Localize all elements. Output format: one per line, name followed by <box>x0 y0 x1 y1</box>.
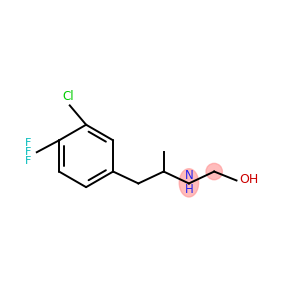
Ellipse shape <box>179 169 199 197</box>
Text: Cl: Cl <box>62 90 74 103</box>
Ellipse shape <box>206 164 222 180</box>
Text: OH: OH <box>239 173 259 186</box>
Text: F: F <box>25 147 32 157</box>
Text: F: F <box>25 138 32 148</box>
Text: F: F <box>25 156 32 166</box>
Text: N
H: N H <box>184 169 193 196</box>
